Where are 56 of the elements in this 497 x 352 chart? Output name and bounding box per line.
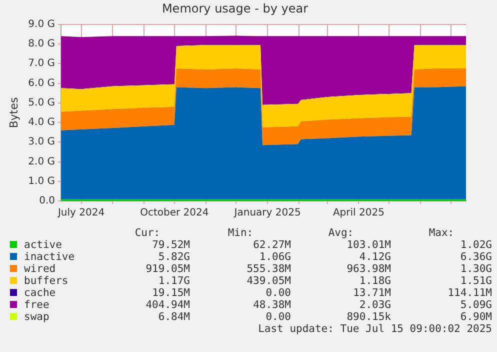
legend-label: swap [23,311,50,323]
x-tick-label: January 2025 [233,208,301,219]
text: 6.84M [157,311,190,323]
text: 1.51G [459,275,492,287]
legend-label: wired [23,263,57,275]
text: 48.38M [252,299,291,311]
x-tick-label: April 2025 [332,208,384,219]
text: 62.27M [252,239,291,251]
y-tick-label: 2.0 G [28,156,56,168]
text: Avg: [327,227,355,239]
y-tick-label: 8.0 G [28,38,56,50]
text: Cur: [134,227,162,239]
text: Min: [226,227,254,239]
text: 6.36G [459,251,492,263]
y-tick-label: 6.0 G [28,78,56,89]
y-tick-label: 7.0 G [28,58,56,70]
text: 2.03G [358,299,391,311]
text: 963.98M [346,263,391,275]
legend-label: cache [23,287,57,299]
text: 13.71M [352,287,391,299]
text: Last update: Tue Jul 15 09:00:02 2025 [257,323,492,335]
text: 79.52M [151,239,190,251]
y-tick-label: 0.0 [39,196,56,207]
x-tick-label: July 2024 [56,208,105,219]
text: 6.90M [459,311,492,323]
text: 1.17G [157,275,190,287]
text: 0.00 [264,311,291,323]
text: 439.05M [246,275,291,287]
y-tick-label: 3.0 G [28,136,56,148]
text: 4.12G [358,251,391,263]
text: 103.01M [346,239,391,251]
y-tick-label: 4.0 G [28,117,56,128]
text: 890.15k [346,311,391,323]
y-tick-label: 1.0 G [28,176,56,187]
chart-title: Memory usage - by year [162,1,308,16]
y-tick-label: 9.0 G [28,18,56,30]
y-tick-label: 5.0 G [28,97,56,108]
legend-label: active [23,239,63,251]
text: 19.15M [151,287,190,299]
text: 404.94M [144,299,190,311]
text: 1.02G [459,239,492,251]
text: 114.11M [446,287,492,299]
legend-label: inactive [23,251,76,263]
text: 5.09G [459,299,492,311]
text: 919.05M [144,263,190,275]
text: 1.06G [258,251,291,263]
text: 5.82G [157,251,190,263]
text: 0.00 [264,287,291,299]
text: 1.30G [459,263,492,275]
text: 555.38M [246,263,291,275]
legend-label: free [23,299,50,311]
legend-label: buffers [23,275,70,287]
text: 1.18G [358,275,391,287]
text: Max: [428,227,456,239]
x-tick-label: October 2024 [140,208,209,219]
y-axis-title: Bytes [7,97,20,128]
